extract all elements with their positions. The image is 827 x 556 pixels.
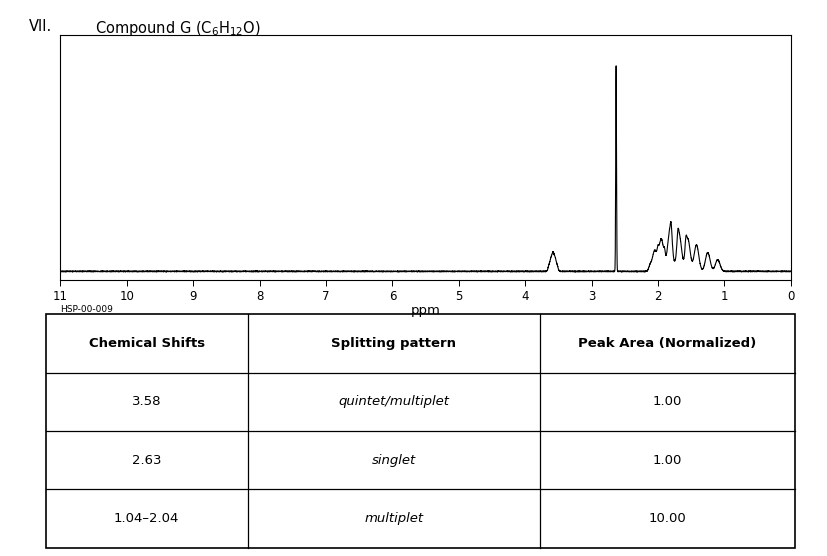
Text: 1.04–2.04: 1.04–2.04: [114, 512, 179, 525]
Text: Chemical Shifts: Chemical Shifts: [88, 337, 204, 350]
Text: Compound G (C$_6$H$_{12}$O): Compound G (C$_6$H$_{12}$O): [95, 19, 261, 38]
Text: quintet/multiplet: quintet/multiplet: [338, 395, 449, 408]
Text: 3.58: 3.58: [131, 395, 161, 408]
Text: 1.00: 1.00: [652, 395, 681, 408]
Text: VII.: VII.: [29, 19, 52, 34]
Text: multiplet: multiplet: [364, 512, 423, 525]
Text: Peak Area (Normalized): Peak Area (Normalized): [578, 337, 756, 350]
X-axis label: ppm: ppm: [410, 305, 440, 317]
Text: 10.00: 10.00: [648, 512, 686, 525]
Text: singlet: singlet: [371, 454, 416, 466]
Text: Splitting pattern: Splitting pattern: [331, 337, 456, 350]
Text: 1.00: 1.00: [652, 454, 681, 466]
Text: HSP-00-009: HSP-00-009: [60, 305, 113, 314]
Text: 2.63: 2.63: [131, 454, 161, 466]
